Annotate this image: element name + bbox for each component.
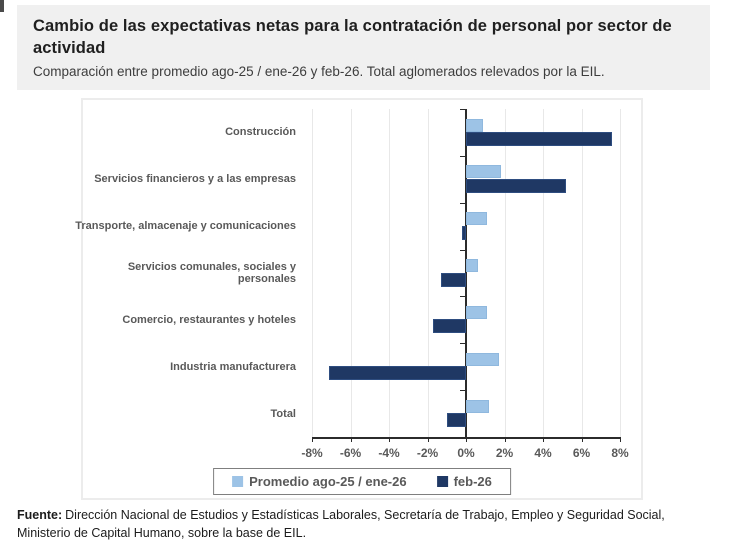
chart-legend: Promedio ago-25 / ene-26 feb-26 [213, 468, 511, 495]
bar-promedio [466, 352, 499, 366]
category-label: Total [270, 407, 296, 420]
gridline [504, 109, 506, 437]
page-subtitle: Comparación entre promedio ago-25 / ene-… [33, 63, 605, 79]
bar-feb26 [446, 413, 466, 428]
source-label: Fuente: [17, 508, 63, 522]
legend-label-promedio: Promedio ago-25 / ene-26 [249, 474, 407, 489]
category-label: Construcción [225, 126, 296, 139]
category-label: Comercio, restaurantes y hoteles [122, 313, 296, 326]
category-label: Transporte, almacenaje y comunicaciones [75, 220, 296, 233]
bar-promedio [466, 259, 478, 273]
category-label: Industria manufacturera [170, 360, 296, 373]
category-axis-tick [460, 109, 465, 110]
gridline [620, 109, 621, 437]
x-tick-label: 4% [534, 446, 552, 460]
x-tick-label: 8% [611, 446, 629, 460]
category-axis-tick [460, 343, 465, 345]
bar-promedio [466, 118, 484, 132]
legend-label-feb26: feb-26 [453, 474, 492, 489]
x-tick-label: -2% [416, 446, 439, 460]
x-tick-label: -4% [378, 446, 400, 460]
category-axis-tick [460, 249, 465, 251]
gridline [581, 109, 583, 437]
bar-promedio [466, 165, 501, 179]
x-axis-tick [543, 437, 544, 442]
gridline [312, 109, 313, 437]
bar-feb26 [466, 132, 613, 146]
gridline [350, 109, 352, 437]
zero-axis-line [465, 109, 467, 437]
x-axis-tick [620, 437, 621, 442]
header: Cambio de las expectativas netas para la… [17, 5, 710, 90]
category-label: Servicios financieros y a las empresas [94, 173, 296, 186]
legend-swatch-promedio-icon [232, 476, 244, 487]
x-tick-label: -8% [301, 446, 323, 460]
x-tick-label: 6% [572, 446, 591, 460]
source-note: Fuente: Dirección Nacional de Estudios y … [17, 506, 719, 542]
gridline [389, 109, 390, 437]
category-axis-tick [460, 296, 465, 298]
bar-promedio [466, 212, 488, 226]
category-axis-tick [460, 202, 465, 204]
source-text: Dirección Nacional de Estudios y Estadís… [17, 508, 665, 541]
x-axis-tick [389, 437, 390, 442]
x-tick-label: 2% [495, 446, 514, 460]
bar-feb26 [440, 272, 466, 287]
category-axis-tick [460, 437, 465, 438]
x-axis-tick [427, 437, 429, 442]
bar-promedio [466, 399, 490, 413]
bar-feb26 [462, 225, 466, 240]
x-axis-tick [504, 437, 506, 442]
legend-item-feb26: feb-26 [436, 474, 492, 489]
bar-feb26 [433, 319, 466, 334]
legend-swatch-feb26-icon [436, 476, 448, 487]
bar-promedio [466, 305, 488, 319]
page-title: Cambio de las expectativas netas para la… [33, 17, 672, 57]
x-axis-tick [466, 437, 467, 442]
category-axis-tick [460, 390, 465, 392]
category-axis-tick [460, 155, 465, 157]
x-axis-tick [312, 437, 313, 442]
x-axis-tick [581, 437, 583, 442]
gridline [427, 109, 429, 437]
bar-feb26 [466, 178, 567, 193]
x-tick-label: -6% [339, 446, 362, 460]
category-label: Servicios comunales, sociales y personal… [127, 260, 296, 285]
legend-item-promedio: Promedio ago-25 / ene-26 [232, 474, 407, 489]
window-corner-mark [0, 0, 4, 12]
bar-feb26 [329, 366, 466, 381]
x-axis-tick [350, 437, 352, 442]
x-tick-label: 0% [457, 446, 475, 460]
gridline [543, 109, 544, 437]
chart-area: Promedio ago-25 / ene-26 feb-26 -8% -6% -4… [75, 98, 643, 500]
x-axis-line [312, 437, 620, 439]
